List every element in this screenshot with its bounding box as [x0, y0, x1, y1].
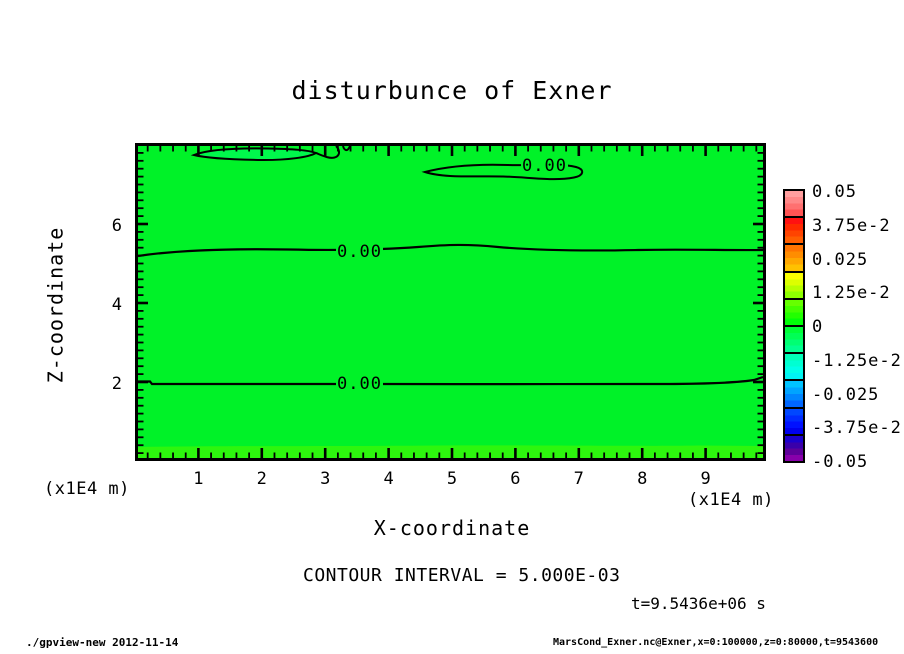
colorbar-block — [785, 245, 803, 273]
plot-title: disturbunce of Exner — [291, 76, 613, 105]
time-stamp-text: t=9.5436e+06 s — [631, 594, 766, 613]
colorbar-label: 0.025 — [812, 249, 869, 270]
y-tick-label: 2 — [111, 374, 122, 394]
contour-label-middle: 0.00 — [336, 242, 383, 262]
contour-plot-svg — [138, 146, 763, 458]
x-tick-label: 5 — [446, 469, 458, 489]
y-axis-title: Z-coordinate — [40, 190, 70, 420]
y-tick-label: 6 — [111, 216, 122, 236]
x-tick-label: 1 — [193, 469, 204, 489]
contour-line-middle — [138, 243, 763, 258]
colorbar-label: -3.75e-2 — [812, 418, 902, 439]
colorbar-block — [785, 408, 803, 436]
colorbar-label: -1.25e-2 — [812, 350, 902, 371]
axis-ticks — [138, 146, 763, 458]
colorbar-label: 0 — [812, 317, 824, 337]
colorbar-label: 1.25e-2 — [812, 283, 891, 304]
x-tick-label: 4 — [383, 469, 394, 489]
contour-label-top: 0.00 — [521, 156, 568, 176]
colorbar-block — [785, 272, 803, 300]
colorbar-block — [785, 354, 803, 382]
x-axis-title: X-coordinate — [373, 516, 531, 540]
colorbar-block — [785, 327, 803, 355]
colorbar-block — [785, 435, 803, 462]
x-axis-unit-right: (x1E4 m) — [688, 490, 774, 510]
colorbar-label: -0.05 — [812, 452, 869, 472]
x-tick-label: 6 — [510, 469, 521, 489]
y-tick-label: 4 — [111, 295, 122, 315]
contour-label-bottom: 0.00 — [336, 374, 383, 394]
positive-band-fill — [138, 445, 763, 458]
contour-line-bottom — [138, 375, 763, 386]
colorbar-label: 0.05 — [812, 182, 857, 202]
x-tick-label: 9 — [700, 469, 711, 489]
footer-file-text: MarsCond_Exner.nc@Exner,x=0:100000,z=0:8… — [553, 637, 879, 648]
x-axis-unit-left: (x1E4 m) — [44, 479, 130, 499]
x-tick-label: 8 — [637, 469, 648, 489]
footer-command-text: ./gpview-new 2012-11-14 — [26, 636, 179, 649]
colorbar-label: -0.025 — [812, 384, 880, 405]
contour-interval-text: CONTOUR INTERVAL = 5.000E-03 — [303, 565, 621, 586]
plot-area: 0.00 0.00 0.00 — [135, 143, 766, 461]
colorbar — [783, 189, 805, 463]
x-tick-label: 3 — [320, 469, 331, 489]
colorbar-block — [785, 299, 803, 328]
contour-loop-top — [421, 163, 584, 181]
contour-pocket-hook — [315, 146, 351, 159]
colorbar-block — [785, 381, 803, 409]
colorbar-block — [785, 218, 803, 246]
y-axis-title-text: Z-coordinate — [43, 226, 67, 384]
colorbar-label: 3.75e-2 — [812, 215, 891, 236]
x-tick-label: 2 — [256, 469, 267, 489]
contour-pocket-topleft — [190, 147, 319, 162]
colorbar-block — [785, 191, 803, 219]
x-tick-label: 7 — [573, 469, 584, 489]
